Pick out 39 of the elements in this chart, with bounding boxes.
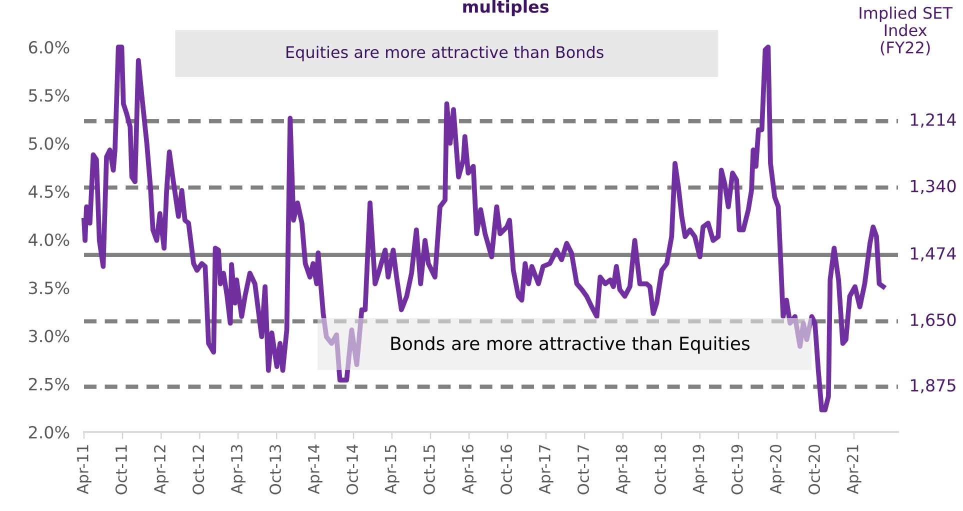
x-tick-label: Oct-15 — [423, 445, 435, 494]
x-tick-label: Apr-15 — [385, 445, 400, 494]
x-tick-label: Apr-14 — [308, 444, 322, 494]
x-tick-label: Apr-19 — [692, 444, 708, 494]
y-tick-label: 3.5% — [29, 282, 70, 294]
x-tick-label: Apr-12 — [154, 445, 169, 494]
y-tick-label: 6.0% — [28, 40, 70, 54]
x-tick-label: Apr-18 — [616, 444, 630, 494]
y-tick-label: 4.0% — [28, 233, 70, 246]
x-tick-label: Oct-16 — [500, 444, 512, 494]
annotation: Bonds are more attractive than Equities — [391, 336, 750, 354]
x-tick-label: Apr-21 — [846, 445, 862, 494]
x-tick-label: Oct-14 — [346, 444, 358, 494]
y-tick-label: 2.0% — [28, 426, 70, 439]
x-tick-label: Apr-16 — [462, 444, 476, 494]
y-tick-label: 5.0% — [29, 137, 70, 150]
x-tick-label: Oct-11 — [115, 445, 128, 494]
x-tick-label: Apr-20 — [770, 444, 784, 494]
x-tick-label: Oct-17 — [577, 445, 590, 494]
text: 1,650 — [910, 314, 956, 328]
y-tick-label: 5.5% — [29, 89, 70, 102]
x-tick-label: Oct-12 — [192, 445, 204, 494]
text: 1,875 — [910, 378, 956, 394]
x-tick-label: Apr-13 — [230, 445, 246, 494]
annotation: Implied SET Index (FY22) — [860, 6, 953, 56]
x-tick-label: Oct-18 — [654, 444, 666, 494]
text: 1,474 — [910, 247, 956, 262]
y-tick-label: 3.0% — [29, 330, 70, 342]
x-tick-label: Oct-20 — [808, 444, 820, 494]
x-tick-label: Oct-13 — [270, 445, 282, 494]
text: 1,214 — [910, 113, 956, 128]
text: 1,340 — [910, 180, 956, 194]
x-tick-label: Apr-11 — [77, 445, 92, 494]
x-tick-label: Apr-17 — [539, 445, 554, 494]
x-tick-label: Oct-19 — [731, 444, 743, 494]
annotation: Equities are more attractive than Bonds — [286, 46, 604, 62]
y-tick-label: 2.5% — [28, 378, 70, 390]
chart-title: multiples — [463, 0, 549, 16]
y-tick-label: 4.5% — [28, 185, 70, 198]
